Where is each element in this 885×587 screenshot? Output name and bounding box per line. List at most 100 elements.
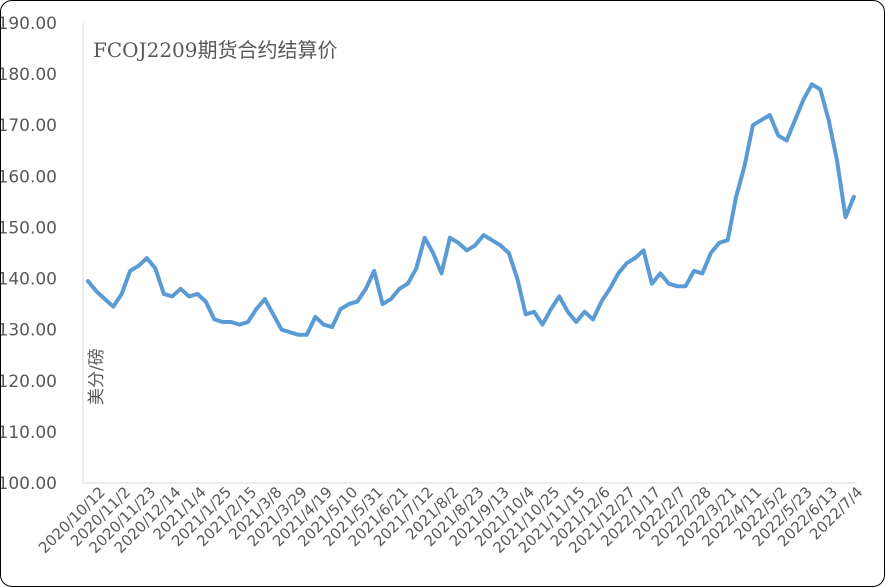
data-point	[532, 310, 536, 314]
data-point	[835, 159, 839, 163]
data-point	[271, 312, 275, 316]
data-point	[785, 139, 789, 143]
data-point	[700, 271, 704, 275]
data-point	[793, 118, 797, 122]
data-point	[313, 315, 317, 319]
data-point	[263, 297, 267, 301]
data-point	[709, 251, 713, 255]
data-point	[650, 282, 654, 286]
data-point	[591, 317, 595, 321]
data-point	[246, 320, 250, 324]
data-point	[515, 277, 519, 281]
data-point	[322, 323, 326, 327]
data-point	[229, 320, 233, 324]
data-point	[145, 256, 149, 260]
data-point	[776, 133, 780, 137]
data-point	[726, 238, 730, 242]
data-point	[743, 164, 746, 168]
data-point	[347, 302, 351, 306]
data-point	[187, 294, 191, 298]
data-point	[221, 320, 225, 324]
data-point	[120, 292, 124, 296]
data-point	[179, 287, 183, 291]
series-group	[86, 82, 856, 337]
data-point	[844, 215, 847, 219]
data-point	[431, 251, 435, 255]
data-point	[557, 294, 561, 298]
data-point	[498, 243, 502, 247]
data-point	[692, 269, 696, 273]
data-point	[827, 118, 831, 122]
y-tick-label: 180.00	[1, 65, 57, 85]
data-point	[566, 310, 570, 314]
data-point	[549, 307, 553, 311]
data-point	[574, 320, 578, 324]
data-point	[195, 292, 199, 296]
data-point	[238, 323, 241, 327]
data-point	[583, 310, 587, 314]
data-point	[406, 282, 410, 286]
data-point	[717, 241, 721, 245]
data-point	[658, 271, 662, 275]
data-point	[473, 243, 477, 247]
data-point	[280, 328, 284, 332]
data-point	[852, 195, 856, 199]
y-tick-label: 140.00	[1, 270, 57, 290]
data-point	[381, 302, 385, 306]
data-point	[625, 261, 629, 265]
y-tick-label: 130.00	[1, 321, 57, 341]
data-point	[465, 248, 469, 252]
chart-title: FCOJ2209期货合约结算价	[93, 38, 338, 62]
data-point	[355, 300, 359, 304]
data-point	[633, 256, 637, 260]
data-point	[482, 233, 486, 237]
data-point	[541, 323, 544, 327]
data-point	[212, 317, 216, 321]
data-point	[768, 113, 772, 117]
data-point	[810, 82, 814, 86]
data-point	[330, 325, 334, 329]
y-tick-label: 120.00	[1, 372, 57, 392]
y-axis-tick-labels: 100.00 110.00 120.00 130.00 140.00 150.00 160.…	[1, 14, 57, 494]
data-point	[128, 269, 132, 273]
data-point	[608, 287, 612, 291]
data-point	[103, 297, 107, 301]
data-point	[397, 287, 401, 291]
data-point	[111, 305, 115, 309]
data-point	[616, 271, 620, 275]
y-tick-label: 190.00	[1, 14, 57, 34]
data-point	[389, 297, 393, 301]
y-tick-label: 150.00	[1, 218, 57, 238]
y-tick-label: 170.00	[1, 116, 57, 136]
data-point	[751, 123, 755, 127]
data-point	[801, 98, 805, 102]
data-point	[86, 279, 90, 283]
data-point	[524, 312, 528, 316]
x-axis-tick-labels: 2020/10/122020/11/22020/11/232020/12/142…	[35, 483, 866, 557]
data-point	[305, 333, 309, 337]
data-point	[204, 300, 208, 304]
data-point	[818, 87, 822, 91]
data-point	[675, 284, 679, 288]
data-point	[288, 330, 292, 334]
data-point	[507, 251, 511, 255]
data-point	[296, 333, 300, 337]
data-point	[170, 294, 174, 298]
data-point	[759, 118, 763, 122]
data-point	[684, 284, 688, 288]
data-point	[364, 287, 368, 291]
y-tick-label: 100.00	[1, 474, 57, 494]
data-point	[94, 289, 98, 293]
data-point	[667, 282, 671, 286]
data-point	[372, 269, 376, 273]
data-point	[414, 266, 418, 270]
data-point	[137, 264, 140, 268]
data-point	[254, 307, 258, 311]
data-point	[599, 300, 603, 304]
y-tick-label: 110.00	[1, 423, 57, 443]
data-point	[456, 241, 460, 245]
data-point	[440, 271, 443, 275]
data-point	[423, 236, 427, 240]
data-point	[642, 248, 645, 252]
